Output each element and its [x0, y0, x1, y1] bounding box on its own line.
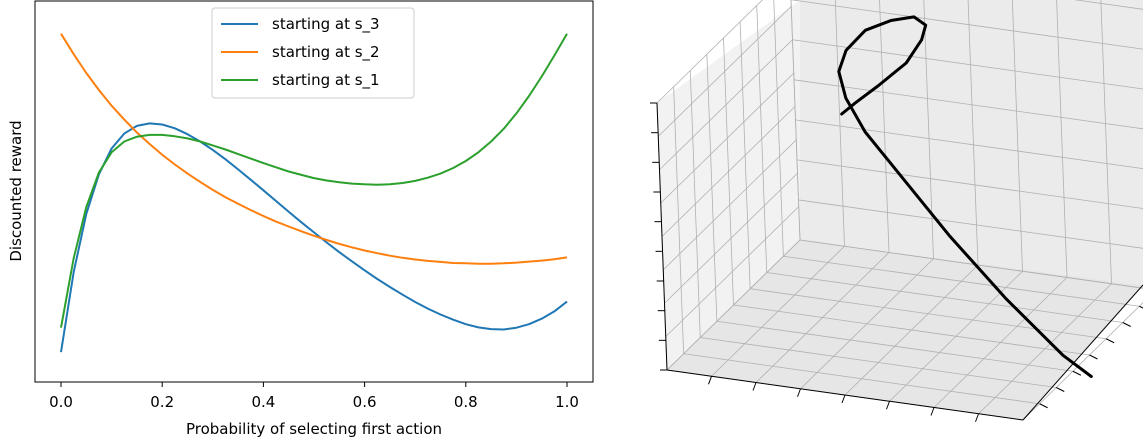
3d-trajectory-line [837, 15, 1093, 378]
legend: starting at s_3 starting at s_2 starting… [211, 7, 415, 99]
x-axis-label: Probability of selecting first action [186, 420, 442, 438]
gridline [773, 0, 784, 257]
legend-label-s3: starting at s_3 [272, 15, 380, 34]
gridline [790, 0, 1143, 50]
series-line-3 [60, 33, 568, 328]
x-tick-label: 1.0 [555, 393, 579, 411]
series-group [60, 33, 568, 353]
gridline [1011, 0, 1023, 272]
axis-tick [1056, 387, 1065, 392]
gridline [656, 0, 763, 104]
axis-tick [886, 401, 890, 410]
legend-label-s2: starting at s_2 [272, 43, 380, 62]
gridline [750, 288, 1107, 340]
gridline [756, 5, 768, 273]
gridline [783, 255, 1140, 307]
axis-tick [1139, 305, 1143, 309]
3d-pane-left [657, 0, 800, 370]
3d-gridlines [656, 0, 1143, 421]
axis-tick [975, 413, 979, 422]
x-tick-label: 0.2 [150, 393, 174, 411]
gridline [660, 72, 795, 204]
axis-tick [1122, 322, 1131, 327]
x-tick-label: 0.4 [251, 393, 275, 411]
gridline [739, 21, 751, 289]
3d-y-axis [1022, 284, 1143, 421]
gridline [1056, 0, 1068, 278]
series-line-2 [60, 33, 568, 265]
axis-tick [752, 382, 757, 391]
axis-tick [1039, 403, 1048, 409]
y-axis-label: Discounted reward [7, 120, 25, 261]
axis-tick [708, 376, 712, 385]
x-axis-ticks: 0.0 0.2 0.4 0.6 0.8 1.0 [49, 382, 579, 411]
gridline [733, 304, 1090, 356]
axis-tick [841, 394, 846, 404]
3d-pane-back [800, 0, 1143, 285]
3d-pane-floor [667, 240, 1143, 420]
axis-tick [1072, 370, 1082, 376]
gridline [661, 106, 796, 237]
line-chart: 0.0 0.2 0.4 0.6 0.8 1.0 Probability of select… [7, 0, 594, 438]
gridline [978, 283, 1112, 415]
gridline [659, 39, 793, 171]
legend-box [211, 7, 415, 99]
series-line-1 [60, 122, 568, 353]
axis-tick [1105, 338, 1115, 344]
gridline [766, 272, 1123, 323]
legend-label-s1: starting at s_1 [272, 71, 380, 90]
x-tick-label: 0.8 [454, 393, 478, 411]
gridline [790, 0, 801, 241]
x-tick-label: 0.6 [353, 393, 377, 411]
axis-tick [797, 388, 801, 397]
3d-axis-ticks [650, 102, 1143, 422]
gridline [1100, 0, 1112, 284]
axis-tick [930, 407, 935, 416]
3d-line-chart [650, 0, 1143, 422]
3d-z-axis [656, 102, 668, 371]
axis-tick [1089, 354, 1098, 360]
gridline [1073, 0, 1143, 10]
x-tick-label: 0.0 [49, 393, 73, 411]
gridline [792, 39, 1143, 90]
gridline [793, 79, 1143, 130]
gridline [933, 277, 1068, 408]
gridline [799, 239, 1143, 289]
gridline [657, 6, 792, 137]
